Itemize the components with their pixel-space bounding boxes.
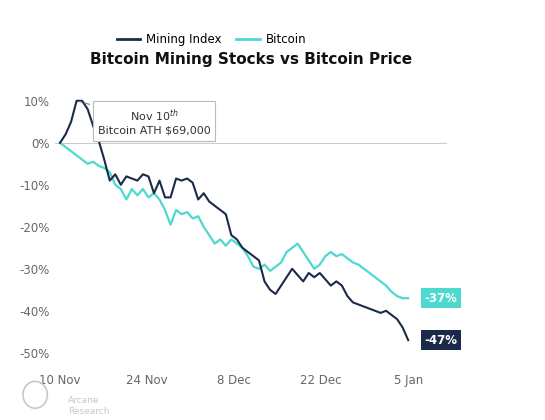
Text: -37%: -37%	[425, 292, 458, 304]
Text: Research: Research	[68, 407, 110, 416]
Text: Nov 10$^{th}$
Bitcoin ATH $69,000: Nov 10$^{th}$ Bitcoin ATH $69,000	[79, 102, 210, 136]
Text: -47%: -47%	[425, 334, 458, 346]
Title: Bitcoin Mining Stocks vs Bitcoin Price: Bitcoin Mining Stocks vs Bitcoin Price	[89, 52, 412, 68]
Legend: Mining Index, Bitcoin: Mining Index, Bitcoin	[112, 29, 311, 51]
Text: Arcane: Arcane	[68, 396, 100, 405]
